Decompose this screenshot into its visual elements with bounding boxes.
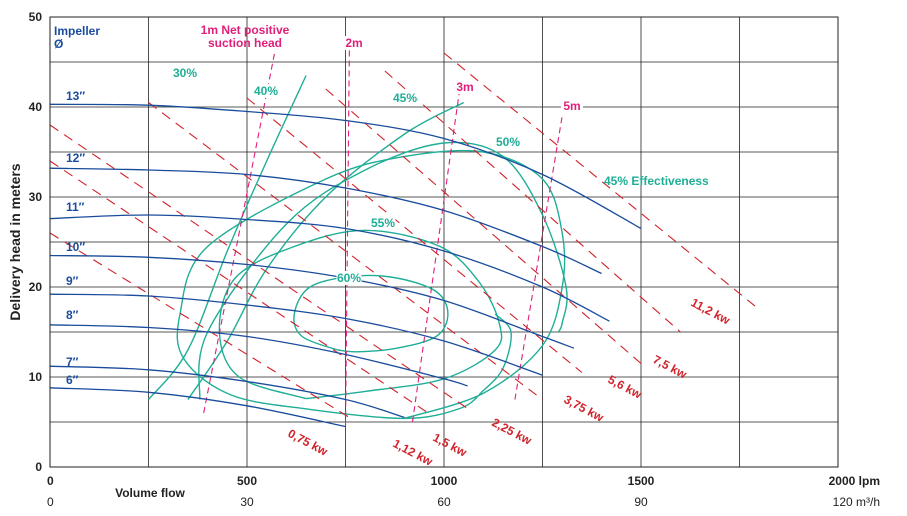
effectiveness-label: 30% xyxy=(173,66,197,80)
power-label: 3,75 kw xyxy=(562,392,607,425)
power-line xyxy=(246,97,583,373)
effectiveness-label-bg xyxy=(336,271,362,285)
power-lines xyxy=(49,52,760,418)
impeller-label: 7″ xyxy=(66,355,79,369)
impeller-label: 10″ xyxy=(66,240,85,254)
power-label: 1,5 kw xyxy=(431,430,470,460)
x-axis-label: Volume flow xyxy=(115,486,185,500)
impeller-curve xyxy=(49,214,610,322)
y-axis-label: Delivery head in meters xyxy=(7,163,23,320)
impeller-curve xyxy=(49,387,346,428)
impeller-label: 12″ xyxy=(66,151,85,165)
effectiveness-label-bg xyxy=(495,135,521,149)
effectiveness-label: 55% xyxy=(371,216,395,230)
npsh-label: 2m xyxy=(345,36,362,50)
power-label: 1,12 kw xyxy=(391,436,436,469)
npsh-line xyxy=(514,115,563,400)
npsh-label: 3m xyxy=(456,80,473,94)
plot-frame xyxy=(49,16,839,468)
npsh-label-bg xyxy=(343,36,365,50)
effectiveness-curve xyxy=(176,149,566,420)
x-tick-label-secondary: 120 m³/h xyxy=(833,495,880,509)
impeller-curve xyxy=(49,324,468,387)
effectiveness-label-bg xyxy=(253,84,279,98)
impeller-label: 11″ xyxy=(66,200,85,214)
y-tick-label: 30 xyxy=(29,190,43,204)
npsh-label: 5m xyxy=(563,99,580,113)
effectiveness-label-bg xyxy=(370,216,396,230)
effectiveness-label-bg xyxy=(172,66,198,80)
effectiveness-label: 40% xyxy=(254,84,278,98)
x-tick-label-secondary: 90 xyxy=(634,495,648,509)
effectiveness-label: 60% xyxy=(337,271,361,285)
power-line xyxy=(325,88,642,364)
power-line xyxy=(384,70,681,333)
npsh-label-bg xyxy=(561,99,583,113)
impeller-label: 9″ xyxy=(66,274,79,288)
impeller-title: Impeller xyxy=(54,24,100,38)
y-tick-label: 50 xyxy=(29,10,43,24)
x-tick-label-secondary: 30 xyxy=(240,495,254,509)
power-label: 7,5 kw xyxy=(651,352,690,382)
y-tick-label: 40 xyxy=(29,100,43,114)
grid xyxy=(50,16,839,467)
npsh-label: 1m Net positive xyxy=(201,23,290,37)
npsh-line xyxy=(411,88,461,423)
impeller-label: 13″ xyxy=(66,89,85,103)
npsh-label: suction head xyxy=(208,36,282,50)
effectiveness-curve xyxy=(293,274,449,353)
impeller-label: 6″ xyxy=(66,373,79,387)
effectiveness-label: 45% xyxy=(393,91,417,105)
npsh-label-bg xyxy=(454,80,476,94)
y-tick-label: 10 xyxy=(29,370,43,384)
effectiveness-curve xyxy=(147,75,307,400)
effectiveness-label-bg xyxy=(392,91,418,105)
effectiveness-annotation: 45% Effectiveness xyxy=(604,174,709,188)
power-label: 11,2 kw xyxy=(689,295,733,327)
power-line xyxy=(49,124,468,409)
x-tick-label: 1500 xyxy=(628,474,655,488)
y-tick-label: 0 xyxy=(35,460,42,474)
impeller-curve xyxy=(49,254,575,349)
power-line xyxy=(49,160,429,414)
effectiveness-curves xyxy=(147,75,568,420)
power-label: 0,75 kw xyxy=(286,426,331,459)
power-line xyxy=(49,232,350,418)
effectiveness-curve xyxy=(198,141,568,400)
x-tick-label: 0 xyxy=(47,474,54,488)
effectiveness-label: 50% xyxy=(496,135,520,149)
impeller-curve xyxy=(49,103,642,230)
x-tick-label: 500 xyxy=(237,474,257,488)
impeller-symbol: Ø xyxy=(54,37,63,51)
impeller-curve xyxy=(49,365,405,419)
npsh-line xyxy=(344,43,350,427)
impeller-curve xyxy=(49,293,543,376)
y-tick-label: 20 xyxy=(29,280,43,294)
impeller-label: 8″ xyxy=(66,308,79,322)
x-tick-label: 2000 lpm xyxy=(829,474,880,488)
impeller-curve xyxy=(49,167,602,275)
x-tick-label: 1000 xyxy=(431,474,458,488)
x-tick-label-secondary: 0 xyxy=(47,495,54,509)
power-line xyxy=(148,102,543,400)
power-label: 2,25 kw xyxy=(490,415,535,448)
power-line xyxy=(443,52,760,310)
x-tick-label-secondary: 60 xyxy=(437,495,451,509)
